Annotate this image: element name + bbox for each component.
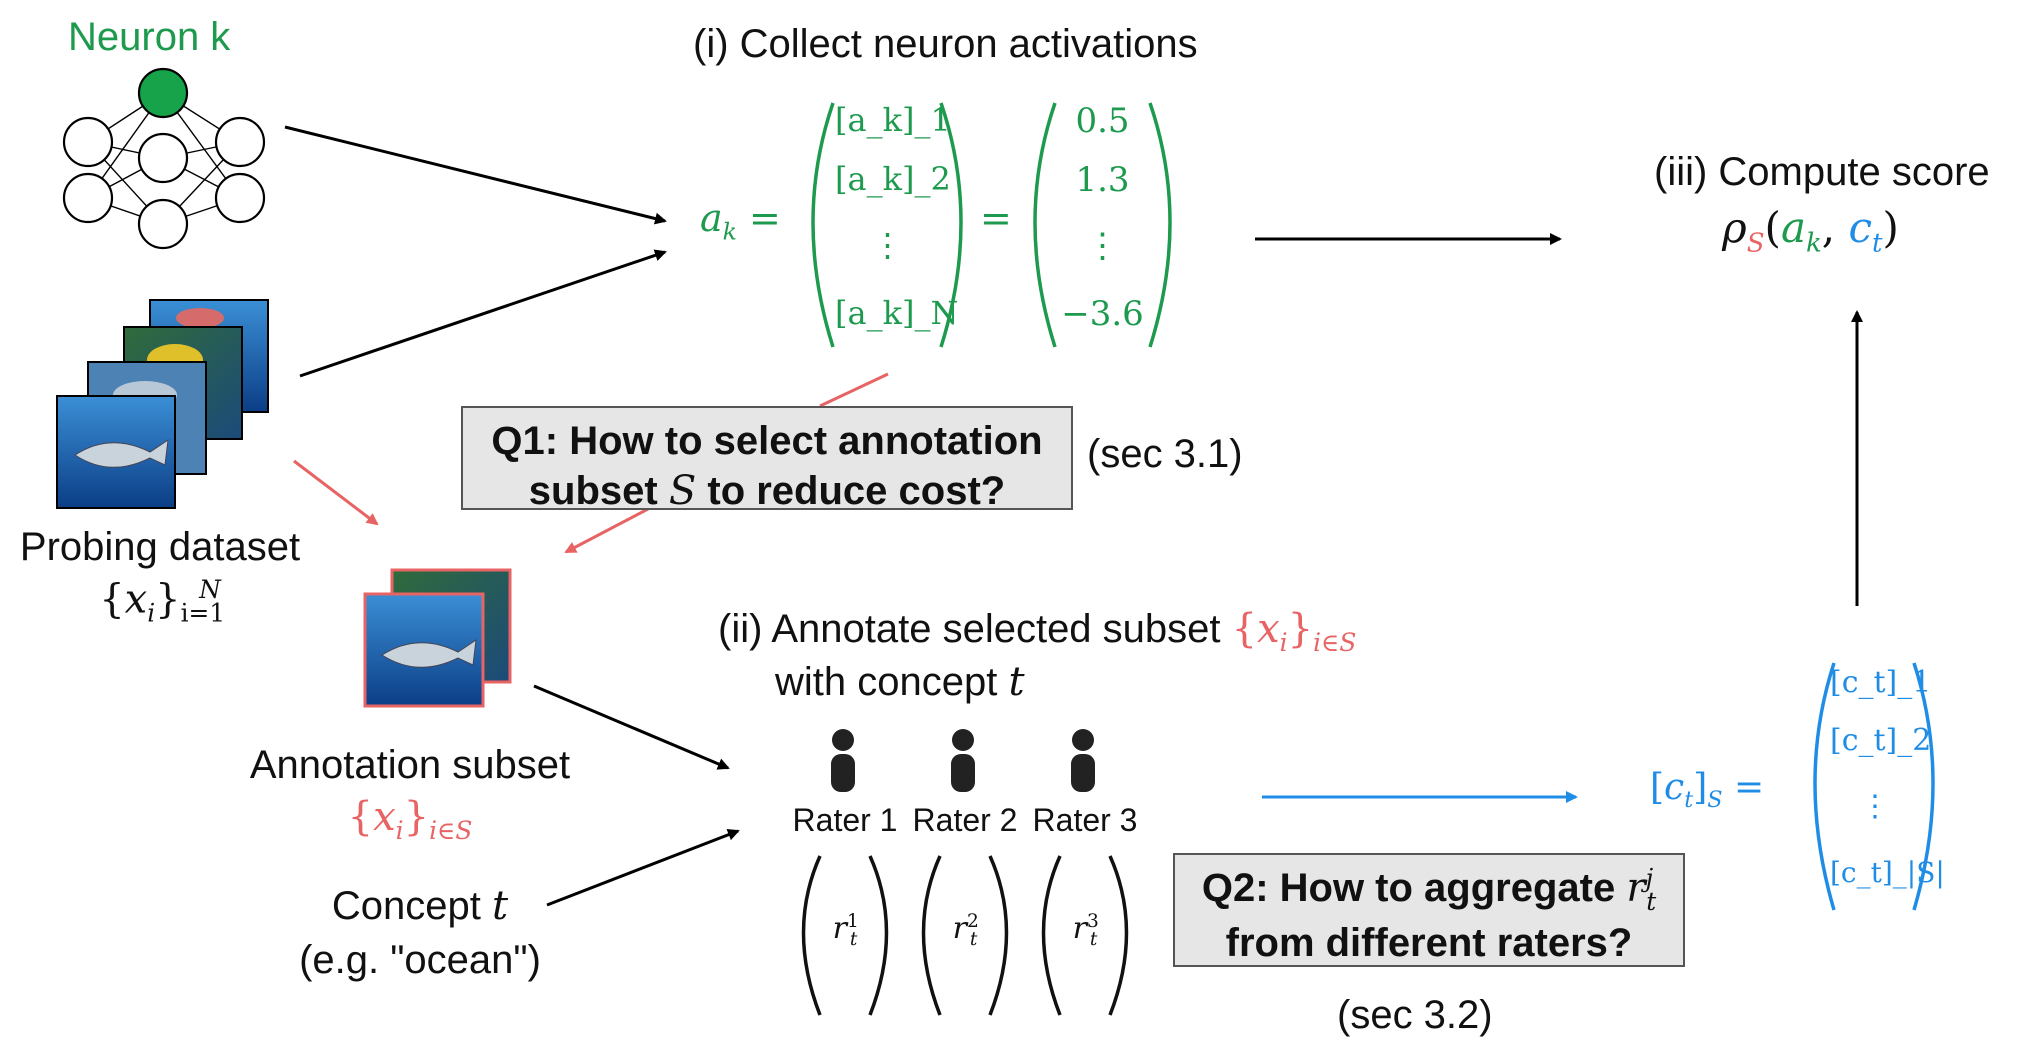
q1-line1: Q1: How to select annotation [491, 419, 1043, 463]
rater-1-label: Rater 1 [792, 802, 898, 838]
rater-3-label: Rater 3 [1032, 802, 1138, 838]
step2-line1: (ii) Annotate selected subset {xi}i∈S [718, 606, 1357, 657]
concept-example: (e.g. "ocean") [299, 938, 541, 982]
activation-symbolic-1: [a_k]_1 [835, 101, 951, 139]
q2-section-ref: (sec 3.2) [1337, 993, 1493, 1037]
rater-2-vector: r2t [952, 911, 979, 950]
step3-title: (iii) Compute score [1654, 150, 1990, 194]
arrow-network-to-activations [284, 125, 667, 225]
neural-network-icon [62, 67, 266, 250]
probing-dataset-label: Probing dataset [19, 525, 301, 569]
q1-line2: subset S to reduce cost? [528, 468, 1006, 514]
activation-value-2: 1.3 [1075, 160, 1130, 200]
annotation-subset-image-stack [363, 568, 512, 708]
ct-entry-1: [c_t]_1 [1830, 665, 1932, 700]
activation-value-4: −3.6 [1061, 294, 1144, 334]
arrow-dataset-to-subset [293, 459, 379, 526]
q2-box: Q2: How to aggregate rjt from different … [1173, 853, 1685, 967]
activation-vector-label: ak = [700, 196, 781, 246]
equals-sign: = [980, 196, 1012, 240]
score-formula: ρS(ak, ct) [1722, 203, 1899, 259]
arrow-activations-to-q1 [819, 372, 889, 408]
q2-line2: from different raters? [1225, 920, 1633, 965]
neuron-k-node [137, 67, 189, 119]
activation-symbolic-2: [a_k]_2 [835, 160, 951, 198]
step1-title: (i) Collect neuron activations [693, 22, 1198, 66]
ct-vector-label: [ct]S = [1650, 767, 1765, 814]
ct-entry-3: ⋮ [1860, 789, 1890, 824]
probing-dataset-set: {xi}i=1N [99, 575, 226, 628]
rater-2-label: Rater 2 [912, 802, 1018, 838]
person-icon [831, 729, 855, 792]
ct-entry-2: [c_t]_2 [1830, 723, 1932, 758]
activation-symbolic-4: [a_k]_N [835, 294, 959, 332]
arrow-subset-to-raters [533, 684, 730, 770]
rater-1-vector: r1t [832, 911, 859, 950]
ct-entry-4: [c_t]_|S| [1830, 856, 1945, 889]
arrow-dataset-to-activations [299, 249, 667, 378]
arrows [284, 125, 1863, 907]
person-icon [951, 729, 975, 792]
person-icon [1071, 729, 1095, 792]
q1-box: Q1: How to select annotation subset S to… [461, 406, 1073, 514]
annotation-subset-set: {xi}i∈S [347, 794, 473, 845]
concept-label: Concept t [331, 883, 509, 929]
activation-value-3: ⋮ [1085, 226, 1120, 266]
arrow-concept-to-raters [546, 829, 740, 907]
q2-line1: Q2: How to aggregate rjt [1201, 863, 1657, 916]
arrow-q1-to-subset [564, 507, 649, 554]
annotation-subset-label: Annotation subset [249, 743, 571, 787]
step2-line2: with concept t [775, 659, 1025, 705]
matrix-brackets [801, 102, 1935, 1016]
activation-symbolic-3: ⋮ [871, 226, 904, 264]
q1-section-ref: (sec 3.1) [1087, 432, 1243, 476]
neuron-k-label: Neuron k [68, 15, 231, 59]
activation-value-1: 0.5 [1075, 101, 1130, 141]
rater-3-vector: r3t [1072, 911, 1099, 950]
image-stack-icon [56, 299, 269, 509]
